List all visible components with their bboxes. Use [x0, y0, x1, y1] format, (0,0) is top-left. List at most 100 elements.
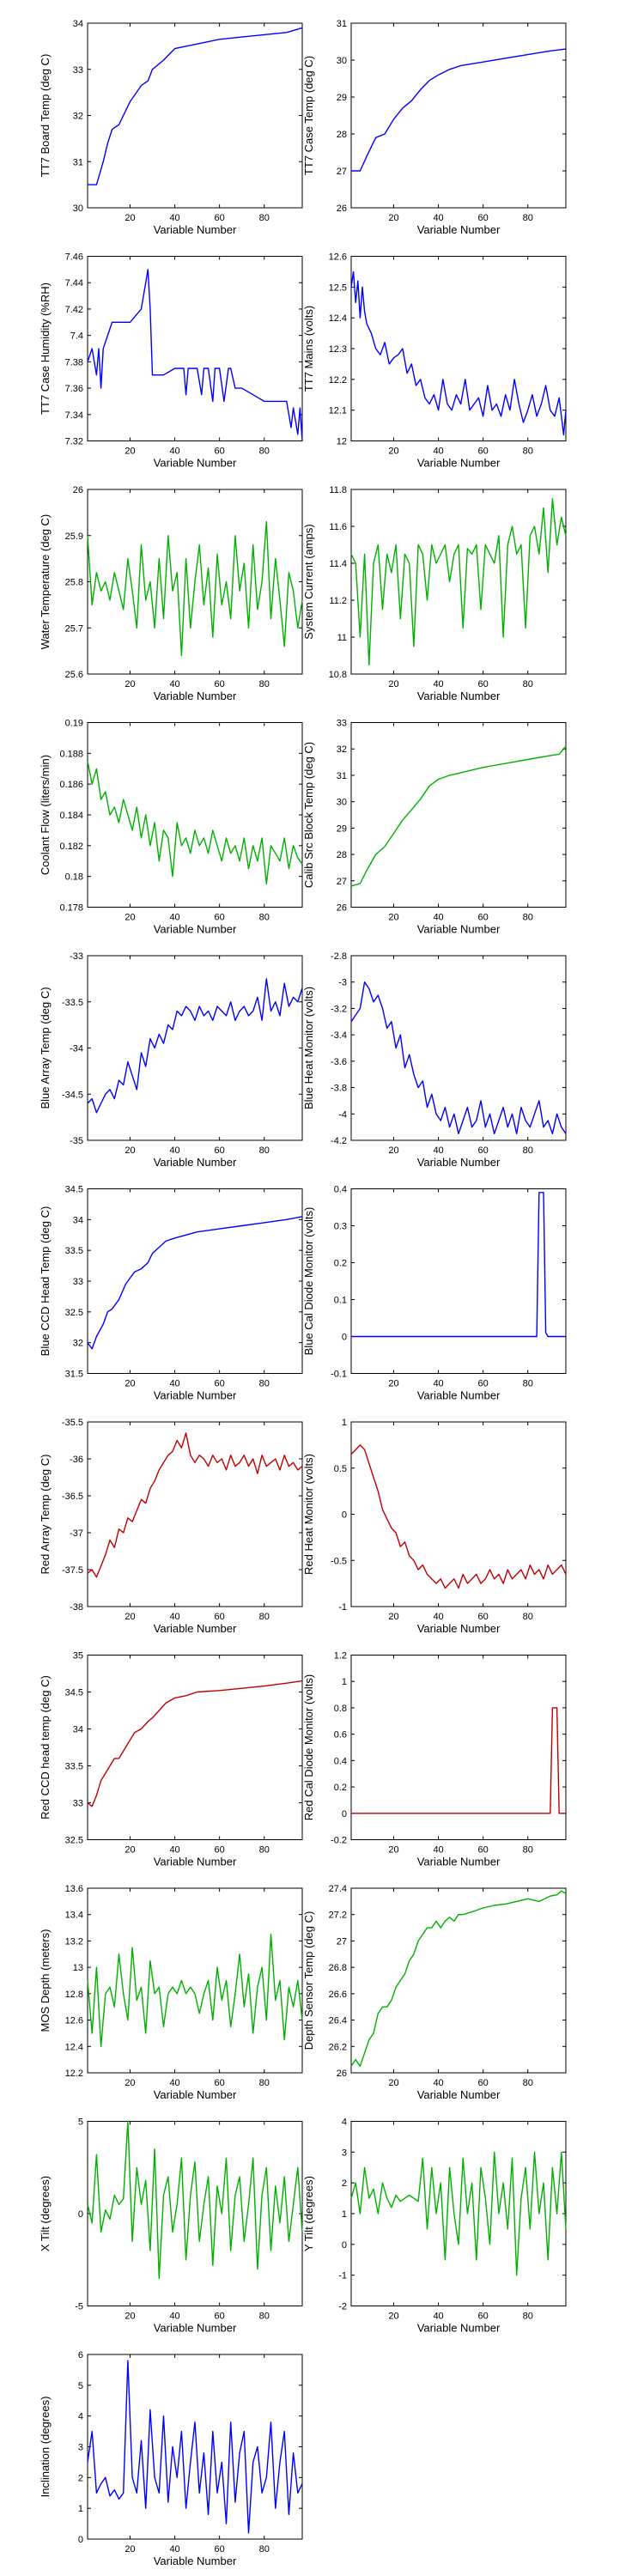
y-tick-label: 31	[73, 157, 83, 167]
chart-panel: 20 40 60 80 -35 -34.5 -34 -33.5 -33 Variable Numb…	[39, 951, 303, 1169]
x-tick-label: 40	[169, 213, 179, 223]
y-tick-label: 33	[73, 1799, 83, 1809]
x-axis-label: Variable Number	[154, 1156, 237, 1169]
chart-panel: 20 40 60 80 0 1 2 3 4 5 6 Variable Number Inclinatio…	[39, 2350, 303, 2567]
x-tick-label: 80	[523, 1612, 533, 1622]
y-axis-label: Blue CCD Head Temp (deg C)	[39, 1206, 52, 1357]
x-tick-label: 20	[125, 1145, 135, 1156]
x-axis-label: Variable Number	[154, 1389, 237, 1402]
x-axis-label: Variable Number	[417, 2322, 501, 2335]
y-tick-label: 30	[337, 798, 347, 808]
x-tick-label: 60	[478, 913, 489, 923]
y-tick-label: 32	[73, 1339, 83, 1349]
y-tick-label: 32	[73, 112, 83, 122]
y-tick-label: 1.2	[334, 1651, 347, 1662]
y-tick-label: 0.5	[334, 1464, 347, 1474]
x-tick-label: 60	[215, 1612, 225, 1622]
y-tick-label: 11	[337, 633, 347, 643]
y-tick-label: 0.182	[59, 841, 83, 852]
y-tick-label: 10.8	[329, 670, 347, 680]
plot-frame	[350, 955, 567, 1141]
plot-frame	[87, 2354, 303, 2540]
x-tick-label: 40	[433, 2312, 443, 2322]
x-tick-label: 80	[259, 2078, 270, 2088]
x-tick-label: 20	[125, 679, 135, 690]
chart-panel: 20 40 60 80 26 27 28 29 30 31 Variable Number TT7 C…	[302, 19, 567, 236]
y-tick-label: 31	[337, 19, 347, 29]
y-tick-label: 0.2	[334, 1259, 347, 1269]
y-tick-label: 0.6	[334, 1730, 347, 1741]
y-tick-label: 0.4	[334, 1756, 347, 1766]
y-tick-label: -0.5	[331, 1556, 347, 1566]
plot-frame	[350, 722, 567, 908]
y-tick-label: 4	[342, 2117, 347, 2128]
x-tick-label: 60	[215, 213, 225, 223]
y-tick-label: 27	[337, 1936, 347, 1947]
x-tick-label: 80	[259, 2312, 270, 2322]
chart-panel: 20 40 60 80 -5 0 5 Variable Number X Tilt (degre…	[39, 2117, 303, 2335]
y-axis-label: Blue Cal Diode Monitor (volts)	[302, 1207, 315, 1356]
y-axis-label: X Tilt (degrees)	[39, 2176, 52, 2251]
x-axis-label: Variable Number	[417, 1156, 501, 1169]
y-tick-label: -38	[70, 1602, 83, 1613]
y-tick-label: 3	[342, 2148, 347, 2158]
y-tick-label: 2	[342, 2178, 347, 2189]
x-tick-label: 40	[433, 1379, 443, 1389]
x-axis-label: Variable Number	[417, 457, 501, 470]
x-tick-label: 40	[433, 1145, 443, 1156]
x-axis-label: Variable Number	[154, 457, 237, 470]
x-tick-label: 20	[125, 1612, 135, 1622]
y-tick-label: -34	[70, 1044, 83, 1054]
y-tick-label: 6	[78, 2350, 83, 2360]
y-tick-label: 32.5	[65, 1308, 83, 1318]
x-tick-label: 80	[523, 1845, 533, 1856]
x-tick-label: 40	[169, 913, 179, 923]
y-tick-label: 32.5	[65, 1836, 83, 1846]
y-tick-label: 3	[78, 2443, 83, 2453]
y-tick-label: 0	[78, 2535, 83, 2545]
x-tick-label: 60	[215, 1145, 225, 1156]
y-tick-label: 30	[337, 56, 347, 66]
y-tick-label: 1	[342, 1418, 347, 1428]
x-tick-label: 80	[259, 1845, 270, 1856]
plot-frame	[350, 1887, 567, 2074]
chart-panel: 20 40 60 80 -0.1 0 0.1 0.2 0.3 0.4 Variable Number…	[302, 1185, 567, 1402]
y-tick-label: 11.4	[329, 559, 347, 569]
y-tick-label: 0	[342, 2240, 347, 2251]
y-tick-label: 26.2	[329, 2042, 347, 2052]
y-tick-label: -4.2	[331, 1136, 347, 1146]
y-tick-label: 35	[73, 1651, 83, 1662]
y-tick-label: 33	[73, 1277, 83, 1287]
y-tick-label: 26	[73, 485, 83, 495]
y-tick-label: -35.5	[62, 1418, 83, 1428]
y-axis-label: MOS Depth (meters)	[39, 1929, 52, 2032]
x-axis-label: Variable Number	[417, 1389, 501, 1402]
x-axis-label: Variable Number	[417, 690, 501, 702]
series-line	[350, 270, 567, 435]
y-tick-label: 0.3	[334, 1222, 347, 1232]
y-tick-label: 12.4	[329, 313, 347, 324]
y-tick-label: -2	[338, 2302, 347, 2312]
y-tick-label: 12.1	[329, 406, 347, 416]
y-tick-label: 33.5	[65, 1762, 83, 1772]
x-axis-label: Variable Number	[154, 1856, 237, 1868]
x-tick-label: 20	[125, 2544, 135, 2555]
chart-panel: 20 40 60 80 26 27 28 29 30 31 32 33 Variable Number C…	[302, 719, 567, 936]
y-axis-label: Water Temperature (deg C)	[39, 514, 52, 650]
y-tick-label: 7.46	[65, 252, 83, 263]
y-tick-label: 26	[337, 2069, 347, 2079]
x-axis-label: Variable Number	[417, 923, 501, 936]
x-tick-label: 60	[215, 1845, 225, 1856]
x-tick-label: 60	[478, 1379, 489, 1389]
y-tick-label: -0.2	[331, 1836, 347, 1846]
y-tick-label: -35	[70, 1136, 83, 1146]
y-axis-label: TT7 Case Humidity (%RH)	[39, 283, 52, 415]
series-line	[87, 2360, 303, 2534]
y-tick-label: -37.5	[62, 1565, 83, 1576]
y-axis-label: TT7 Case Temp (deg C)	[302, 56, 315, 175]
y-tick-label: 2	[78, 2473, 83, 2483]
x-tick-label: 80	[523, 447, 533, 457]
y-tick-label: -5	[75, 2302, 83, 2312]
y-tick-label: 5	[78, 2381, 83, 2391]
chart-panel: 20 40 60 80 -38 -37.5 -37 -36.5 -36 -35.5 Variable…	[39, 1418, 303, 1635]
